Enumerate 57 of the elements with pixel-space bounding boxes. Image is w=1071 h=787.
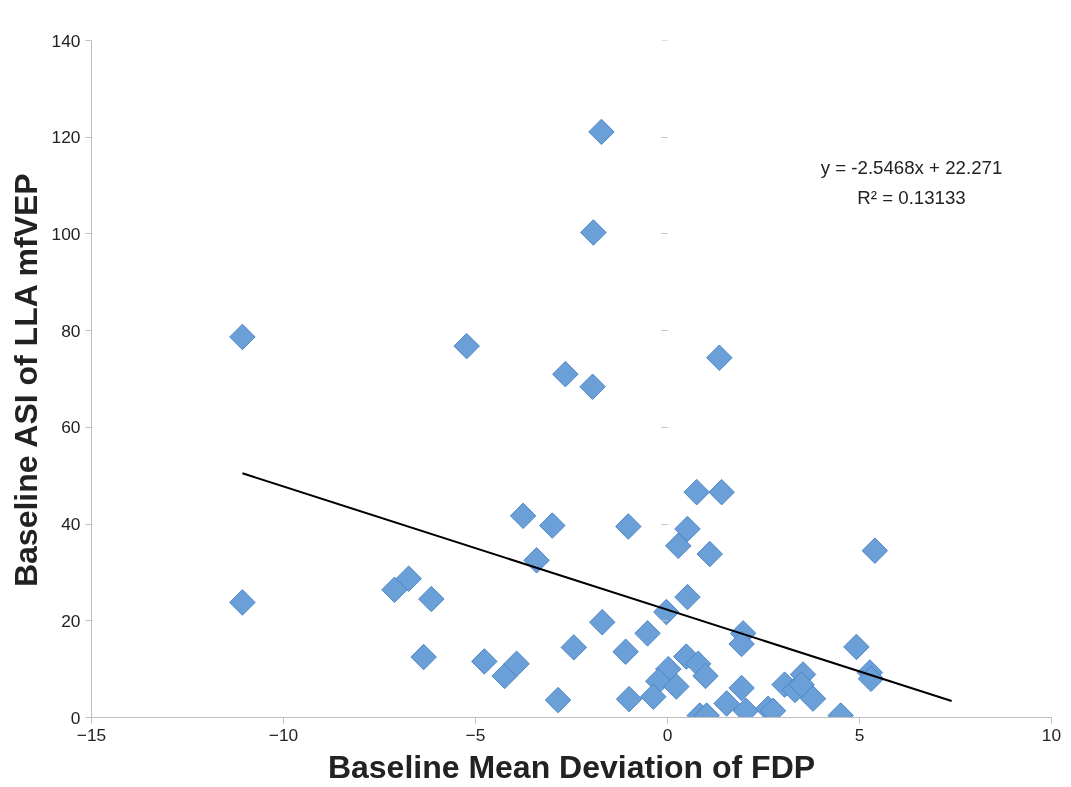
y-tick-label: 20	[61, 610, 81, 631]
point	[580, 219, 607, 246]
point	[692, 662, 719, 690]
point	[674, 515, 701, 543]
point	[503, 650, 530, 678]
point	[861, 537, 889, 564]
point	[788, 671, 815, 698]
point	[713, 690, 740, 717]
point	[683, 478, 710, 506]
x-tick-label: 5	[854, 724, 865, 745]
point	[410, 643, 437, 671]
y-tick-label: 80	[61, 320, 81, 341]
point	[612, 638, 639, 665]
annotation: y = -2.5468x + 22.271	[820, 156, 1003, 178]
point	[509, 502, 537, 530]
y-tick-label: 140	[51, 30, 81, 51]
point	[588, 609, 616, 636]
point	[665, 532, 692, 560]
point	[799, 685, 827, 712]
x-axis-title: Baseline Mean Deviation of FDP	[327, 748, 816, 785]
point	[471, 648, 498, 675]
point	[560, 634, 588, 661]
point	[552, 360, 579, 388]
point	[544, 686, 572, 714]
point	[491, 662, 518, 690]
y-tick-label: 40	[61, 514, 81, 535]
point	[696, 540, 723, 568]
point	[229, 589, 256, 616]
point	[229, 323, 256, 351]
point	[615, 513, 642, 540]
point	[381, 576, 408, 604]
x-tick-label: −10	[268, 724, 299, 745]
point	[728, 630, 755, 658]
x-tick-label: −5	[465, 724, 486, 745]
point	[453, 332, 480, 360]
point	[418, 585, 445, 613]
point	[588, 118, 615, 146]
point	[706, 344, 733, 371]
point	[395, 565, 422, 592]
x-tick-label: 10	[1041, 724, 1062, 745]
point	[708, 478, 735, 506]
point	[663, 673, 690, 700]
y-tick-label: 120	[51, 127, 81, 148]
y-tick-label: 60	[61, 417, 81, 438]
point	[523, 547, 550, 574]
point	[674, 583, 701, 611]
y-axis-title: Baseline ASI of LLA mfVEP	[7, 173, 44, 588]
y-tick-label: 100	[51, 223, 81, 244]
point	[634, 620, 661, 647]
point	[539, 512, 566, 539]
annotation: R² = 0.13133	[857, 186, 966, 208]
point	[640, 683, 667, 710]
point	[615, 685, 643, 713]
point	[843, 633, 870, 661]
x-tick-label: 0	[662, 724, 673, 745]
point	[579, 373, 606, 400]
point	[728, 674, 755, 702]
